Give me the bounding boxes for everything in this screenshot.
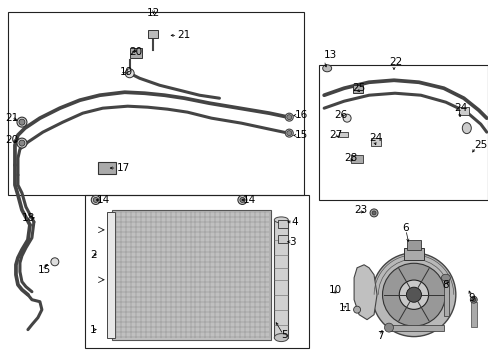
- Text: 16: 16: [295, 110, 308, 120]
- Text: 9: 9: [468, 293, 474, 303]
- Text: 14: 14: [97, 195, 110, 205]
- Ellipse shape: [371, 211, 375, 215]
- Ellipse shape: [469, 296, 476, 303]
- Text: 28: 28: [344, 153, 357, 163]
- Text: 15: 15: [295, 130, 308, 140]
- Text: 27: 27: [328, 130, 342, 140]
- Bar: [319, 65, 487, 200]
- Bar: [111, 210, 271, 339]
- Text: 13: 13: [324, 50, 337, 60]
- Text: 24: 24: [368, 133, 382, 143]
- Bar: [278, 235, 287, 243]
- Polygon shape: [353, 265, 376, 320]
- Text: 24: 24: [453, 103, 466, 113]
- Bar: [147, 30, 157, 39]
- Ellipse shape: [441, 274, 449, 281]
- Ellipse shape: [285, 129, 293, 137]
- Bar: [403, 248, 423, 260]
- Ellipse shape: [17, 117, 27, 127]
- Text: 20: 20: [5, 135, 18, 145]
- Text: 23: 23: [353, 205, 366, 215]
- Ellipse shape: [343, 114, 350, 122]
- Bar: [106, 212, 115, 338]
- Ellipse shape: [51, 258, 59, 266]
- Circle shape: [371, 253, 455, 337]
- Text: 21: 21: [177, 30, 190, 40]
- Text: 4: 4: [291, 217, 297, 227]
- Text: 26: 26: [333, 110, 346, 120]
- Ellipse shape: [240, 197, 244, 202]
- Bar: [339, 132, 347, 137]
- Text: 10: 10: [328, 285, 342, 295]
- Text: 21: 21: [5, 113, 18, 123]
- Bar: [443, 278, 448, 316]
- Text: 15: 15: [38, 265, 51, 275]
- Bar: [8, 13, 304, 195]
- Ellipse shape: [461, 123, 470, 134]
- Bar: [129, 48, 142, 58]
- Ellipse shape: [369, 209, 377, 217]
- Ellipse shape: [125, 69, 134, 78]
- Ellipse shape: [274, 217, 287, 223]
- Text: 25: 25: [351, 83, 365, 93]
- Text: 20: 20: [129, 47, 142, 57]
- Circle shape: [406, 287, 421, 302]
- Text: 17: 17: [117, 163, 130, 173]
- Text: 3: 3: [289, 237, 295, 247]
- Bar: [388, 325, 443, 330]
- Ellipse shape: [384, 323, 393, 332]
- Circle shape: [382, 263, 445, 326]
- Ellipse shape: [91, 195, 100, 204]
- Ellipse shape: [17, 138, 27, 148]
- Text: 12: 12: [147, 8, 160, 18]
- Text: 6: 6: [401, 223, 408, 233]
- Ellipse shape: [19, 140, 25, 146]
- Ellipse shape: [274, 334, 287, 342]
- Text: 7: 7: [376, 330, 383, 341]
- Bar: [470, 302, 476, 327]
- Ellipse shape: [237, 195, 246, 204]
- Circle shape: [399, 280, 427, 309]
- Text: 14: 14: [242, 195, 255, 205]
- Text: 25: 25: [473, 140, 486, 150]
- Ellipse shape: [19, 119, 25, 125]
- Ellipse shape: [286, 131, 291, 136]
- Ellipse shape: [471, 298, 475, 302]
- Bar: [274, 220, 287, 338]
- Text: 22: 22: [388, 57, 402, 67]
- Text: 1: 1: [90, 325, 96, 334]
- Text: 2: 2: [90, 250, 96, 260]
- Bar: [352, 85, 362, 93]
- Text: 19: 19: [120, 67, 133, 77]
- Ellipse shape: [353, 306, 360, 313]
- Ellipse shape: [322, 65, 331, 72]
- Bar: [370, 138, 380, 146]
- Text: 5: 5: [281, 330, 287, 339]
- Bar: [98, 162, 116, 174]
- Bar: [350, 155, 362, 163]
- Bar: [406, 240, 420, 250]
- Bar: [278, 220, 287, 228]
- Ellipse shape: [285, 113, 293, 121]
- Ellipse shape: [286, 115, 291, 120]
- Text: 8: 8: [441, 280, 447, 290]
- Bar: [458, 107, 468, 115]
- Text: 11: 11: [339, 303, 352, 313]
- Ellipse shape: [93, 197, 98, 202]
- Bar: [84, 195, 308, 347]
- Text: 18: 18: [22, 213, 35, 223]
